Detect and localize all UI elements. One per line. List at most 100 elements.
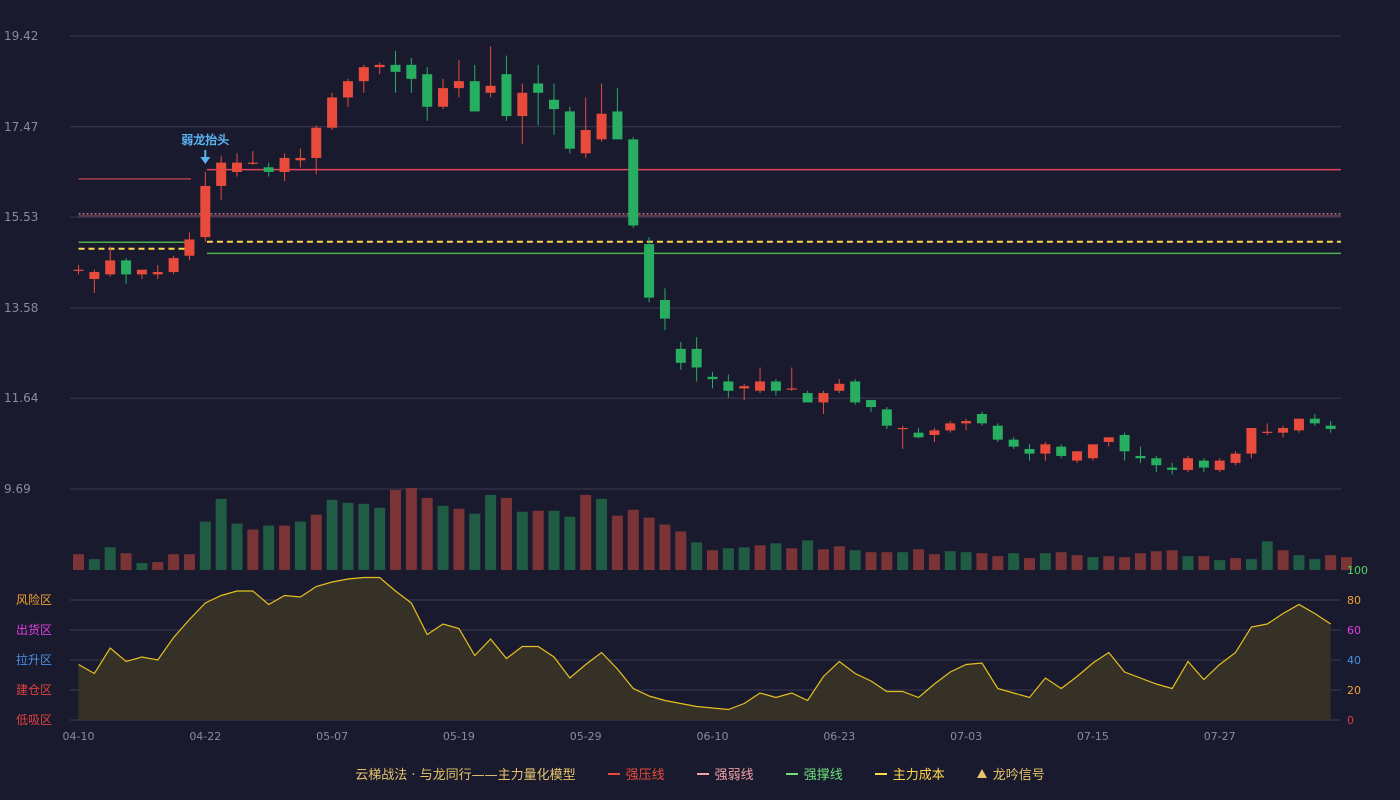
- stock-chart: 19.42 17.47 15.53 13.58 11.64 9.69 弱龙抬头 100 80…: [4, 29, 1368, 743]
- volume-bar: [1198, 556, 1210, 570]
- volume-bar: [120, 553, 132, 570]
- volume-bar: [516, 511, 528, 570]
- volume-bar: [1325, 555, 1337, 570]
- legend-weak-label: 强弱线: [714, 768, 754, 783]
- volume-bar: [580, 494, 592, 570]
- candle-body: [453, 81, 464, 89]
- oscillator-tick-label: 80: [1347, 594, 1361, 607]
- candle-body: [866, 400, 876, 408]
- candle-body: [628, 139, 639, 226]
- candle-body: [897, 428, 908, 430]
- date-tick-label: 07-03: [950, 730, 982, 743]
- legend-resistance-swatch: [607, 772, 620, 775]
- annotation-label: 弱龙抬头: [181, 132, 229, 147]
- volume-bar: [897, 552, 909, 570]
- candle-body: [929, 430, 940, 435]
- candle-body: [612, 111, 623, 140]
- candle-body: [533, 83, 544, 93]
- legend-signal-label: 龙吟信号: [992, 768, 1045, 783]
- candle-body: [596, 113, 607, 140]
- candle-body: [295, 157, 306, 161]
- candle-body: [1293, 418, 1304, 431]
- volume-bar: [1309, 559, 1321, 570]
- volume-bar: [263, 525, 275, 570]
- indicator-lines: [78, 168, 1341, 255]
- legend-signal[interactable]: 龙吟信号: [976, 764, 1045, 783]
- candle-body: [1103, 437, 1114, 442]
- volume-bar: [1055, 552, 1067, 570]
- legend-support[interactable]: 强撑线: [785, 764, 843, 783]
- date-tick-label: 07-27: [1204, 730, 1236, 743]
- volume-bar: [405, 488, 417, 570]
- volume-bar: [960, 552, 972, 570]
- candle-body: [263, 167, 274, 172]
- volume-bar: [675, 531, 687, 570]
- candle-body: [564, 111, 575, 149]
- volume-bar: [1182, 556, 1194, 570]
- candle-body: [1119, 434, 1130, 452]
- volume-bar: [992, 556, 1004, 570]
- date-tick-label: 06-23: [823, 730, 855, 743]
- volume-bar: [342, 502, 354, 570]
- volume-bar: [500, 497, 512, 570]
- candle-body: [485, 85, 496, 93]
- volume-bar: [326, 499, 338, 570]
- volume-bar: [1214, 560, 1226, 570]
- volume-bar: [722, 548, 734, 570]
- date-tick-label: 07-15: [1077, 730, 1109, 743]
- oscillator-tick-label: 100: [1347, 564, 1368, 577]
- candle-body: [342, 81, 353, 98]
- candle-body: [818, 393, 829, 403]
- candle-body: [216, 162, 227, 186]
- candle-body: [1167, 467, 1178, 470]
- candle-body: [469, 81, 480, 112]
- price-tick-label: 13.58: [4, 301, 38, 315]
- volume-bar: [1071, 555, 1083, 570]
- candle-body: [945, 423, 956, 431]
- legend-resistance[interactable]: 强压线: [607, 764, 665, 783]
- candle-body: [707, 376, 718, 380]
- volume-bar: [1008, 553, 1020, 570]
- signal-triangle-icon: [976, 769, 987, 778]
- volume-bar: [833, 546, 845, 570]
- candle-body: [770, 381, 781, 391]
- candle-body: [644, 244, 655, 298]
- volume-bar: [564, 516, 576, 570]
- volume-bar: [643, 517, 655, 570]
- volume-bar: [1245, 559, 1257, 570]
- legend-weak[interactable]: 强弱线: [696, 764, 754, 783]
- volume-bar: [738, 547, 750, 570]
- price-tick-label: 15.53: [4, 210, 38, 224]
- legend-cost[interactable]: 主力成本: [874, 764, 945, 783]
- candle-body: [1072, 451, 1083, 461]
- volume-bar: [374, 507, 386, 570]
- volume-bar: [1230, 558, 1242, 570]
- volume-bar: [453, 508, 465, 570]
- candle-body: [580, 130, 591, 154]
- date-axis: 04-10 04-22 05-07 05-19 05-29 06-10 06-23 07-03…: [63, 730, 1236, 743]
- candle-body: [786, 388, 797, 390]
- candle-body: [1325, 425, 1336, 429]
- zone-label: 风险区: [16, 592, 52, 607]
- legend-support-label: 强撑线: [803, 768, 843, 783]
- volume-bar: [802, 540, 814, 570]
- candle-body: [675, 348, 686, 363]
- volume-bar: [437, 505, 449, 570]
- volume-bar: [532, 510, 544, 570]
- legend-title: 云梯战法 · 与龙同行——主力量化模型: [355, 768, 576, 783]
- volume-bar: [1024, 558, 1035, 570]
- legend-weak-swatch: [696, 772, 709, 775]
- legend-support-swatch: [785, 772, 798, 775]
- volume-bar: [1166, 550, 1178, 570]
- candle-body: [1151, 458, 1162, 466]
- volume-bar: [1277, 550, 1289, 570]
- candlesticks: [73, 46, 1336, 475]
- volume-bar: [168, 554, 180, 570]
- volume-bar: [611, 515, 623, 570]
- candle-body: [390, 64, 401, 72]
- candle-body: [89, 272, 100, 280]
- date-tick-label: 06-10: [697, 730, 729, 743]
- candle-body: [881, 409, 892, 426]
- candle-body: [517, 92, 528, 117]
- candle-body: [247, 162, 258, 164]
